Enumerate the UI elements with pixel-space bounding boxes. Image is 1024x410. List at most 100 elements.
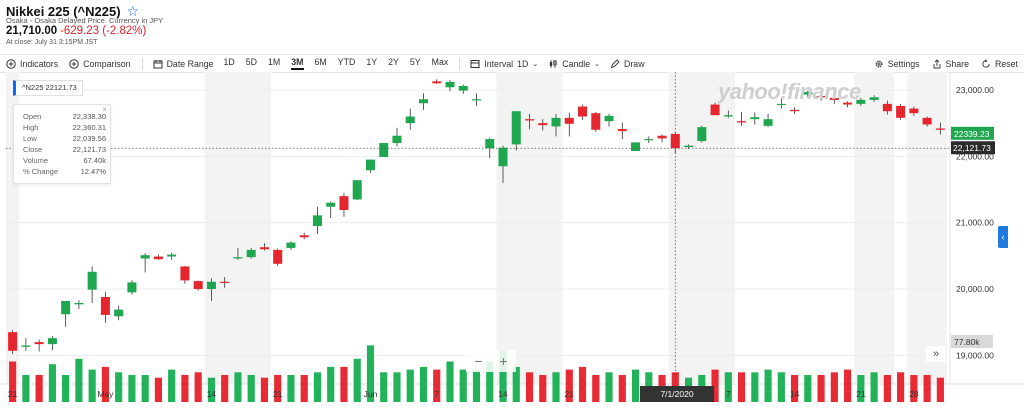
- range-tab-5y[interactable]: 5Y: [409, 57, 421, 67]
- volume-bar: [221, 375, 229, 402]
- candle-body: [591, 113, 601, 130]
- volume-bar: [327, 366, 335, 402]
- plus-circle-icon: [6, 58, 16, 69]
- volume-bar: [618, 375, 626, 402]
- range-tab-1d[interactable]: 1D: [223, 57, 235, 67]
- candle-body: [909, 108, 919, 114]
- settings-button[interactable]: Settings: [874, 59, 920, 69]
- range-tab-2y[interactable]: 2Y: [388, 57, 399, 67]
- crosshair-price-label: 22,121.73: [953, 143, 991, 153]
- candle-body: [564, 117, 574, 124]
- interval-button[interactable]: Interval 1D ⌄: [470, 59, 538, 69]
- candle-body: [34, 342, 44, 345]
- ohlc-info-box: × Open 22,338.30 High 22,360.31 Low 22,039.56…: [13, 104, 111, 184]
- candle-body: [697, 127, 707, 142]
- range-tab-ytd[interactable]: YTD: [337, 57, 356, 67]
- volume-bar: [181, 375, 189, 402]
- candle-body: [617, 129, 627, 132]
- volume-bar: [154, 377, 162, 402]
- volume-bar: [897, 372, 905, 402]
- range-tab-max[interactable]: Max: [431, 57, 449, 67]
- date-range-button[interactable]: Date Range: [153, 59, 214, 69]
- y-tick-label: 23,000.00: [956, 85, 994, 95]
- chart-type-label: Candle: [562, 58, 591, 69]
- range-tab-1m[interactable]: 1M: [268, 57, 281, 67]
- info-label: % Change: [23, 167, 59, 176]
- volume-bar: [923, 375, 931, 402]
- candle-body: [193, 281, 203, 290]
- volume-bar: [287, 375, 295, 402]
- info-row: High 22,360.31: [14, 122, 110, 133]
- draw-button[interactable]: Draw: [610, 59, 645, 69]
- info-value: 67.40k: [83, 156, 106, 165]
- volume-bar: [75, 358, 83, 402]
- volume-bar: [22, 375, 30, 402]
- share-button[interactable]: Share: [932, 59, 969, 69]
- candlestick-chart[interactable]: 23,000.00 22,000.00 21,000.00 20,000.00 19,0…: [0, 72, 1024, 410]
- x-tick-label: 28: [909, 389, 919, 399]
- candle-body: [511, 111, 521, 145]
- candle-body: [220, 281, 230, 283]
- volume-bar: [552, 372, 560, 402]
- volume-bar: [300, 375, 308, 402]
- volume-bar: [101, 366, 109, 402]
- calendar-icon: [153, 59, 163, 68]
- current-price: 21,710.00: [6, 25, 58, 37]
- yahoo-finance-logo: yahoo!finance: [718, 79, 861, 104]
- volume-label: 77.80k: [954, 337, 980, 347]
- candle-body: [392, 135, 402, 144]
- watchlist-star-icon[interactable]: ☆: [126, 3, 140, 19]
- range-tab-1y[interactable]: 1Y: [366, 57, 378, 67]
- plus-circle-icon: [69, 58, 79, 69]
- x-tick-label: 21: [565, 389, 575, 399]
- range-tab-3m[interactable]: 3M: [291, 57, 304, 70]
- zoom-out-button[interactable]: −: [474, 353, 483, 369]
- comparison-button[interactable]: Comparison: [69, 58, 131, 69]
- candle-body: [312, 215, 322, 226]
- info-label: Low: [23, 134, 37, 143]
- candle-body: [604, 115, 614, 122]
- volume-bar: [605, 372, 613, 402]
- zoom-in-button[interactable]: +: [499, 353, 508, 369]
- chart-type-button[interactable]: Candle ⌄: [548, 59, 600, 69]
- range-tab-6m[interactable]: 6M: [314, 57, 327, 67]
- volume-bar: [433, 369, 441, 402]
- shaded-band: [668, 72, 735, 384]
- indicators-button[interactable]: Indicators: [6, 59, 58, 69]
- x-tick-label: 14: [207, 389, 217, 399]
- candle-body: [87, 271, 97, 290]
- market-close-time: At close: July 31 3:15PM JST: [6, 39, 98, 46]
- close-icon[interactable]: ×: [102, 105, 107, 114]
- x-tick-label: 21: [856, 389, 866, 399]
- volume-bar: [48, 364, 56, 402]
- volume-bar: [366, 345, 375, 402]
- candle-body: [432, 81, 442, 84]
- candle-body: [631, 142, 641, 152]
- candle-body: [710, 104, 720, 116]
- expand-panel-button[interactable]: ‹: [998, 226, 1008, 248]
- interval-value: 1D: [517, 58, 529, 69]
- scroll-right-button[interactable]: »: [926, 346, 946, 362]
- volume-bar: [910, 375, 918, 402]
- draw-label: Draw: [624, 58, 645, 69]
- candle-body: [21, 345, 31, 347]
- volume-bar: [393, 372, 401, 402]
- crosshair-price-box: [951, 141, 995, 155]
- info-row: Low 22,039.56: [14, 133, 110, 144]
- y-tick-label: 21,000.00: [956, 218, 994, 228]
- volume-bar: [844, 369, 852, 402]
- x-tick-label: 7: [726, 389, 731, 399]
- volume-bar: [578, 366, 587, 402]
- volume-bar: [168, 369, 176, 402]
- symbol-tag[interactable]: ^N225 22121.73: [13, 80, 83, 96]
- volume-bar: [194, 372, 202, 402]
- candle-body: [869, 97, 879, 100]
- range-tab-5d[interactable]: 5D: [245, 57, 258, 67]
- candle-body: [246, 249, 256, 258]
- candle-body: [326, 202, 336, 207]
- reset-button[interactable]: Reset: [981, 59, 1018, 69]
- candle-body: [167, 254, 177, 257]
- candle-body: [578, 106, 588, 117]
- candle-body: [684, 145, 694, 148]
- info-label: Close: [23, 145, 43, 154]
